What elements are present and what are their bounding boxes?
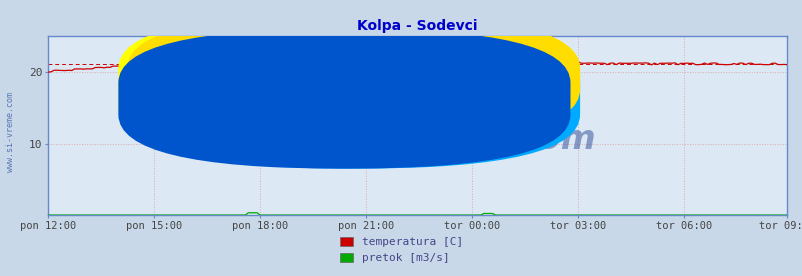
Text: www.si-vreme.com: www.si-vreme.com [239,123,595,156]
FancyBboxPatch shape [127,14,579,144]
FancyBboxPatch shape [118,29,569,169]
Legend: temperatura [C], pretok [m3/s]: temperatura [C], pretok [m3/s] [335,232,467,268]
FancyBboxPatch shape [127,29,579,169]
FancyBboxPatch shape [118,14,579,161]
Title: Kolpa - Sodevci: Kolpa - Sodevci [357,19,477,33]
Text: www.si-vreme.com: www.si-vreme.com [6,92,15,172]
